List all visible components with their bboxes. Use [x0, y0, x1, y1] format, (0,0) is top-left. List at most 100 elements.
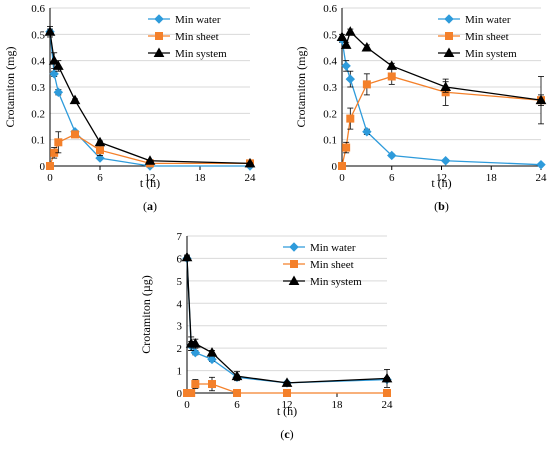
data-point — [189, 338, 201, 348]
x-tick-label: 18 — [332, 399, 344, 411]
legend: Min water Min sheet Min system — [283, 242, 362, 288]
x-tick-label: 12 — [436, 172, 447, 184]
panel-label: (c) — [280, 427, 293, 441]
data-point — [344, 26, 356, 36]
y-tick-label: 0.2 — [31, 108, 45, 120]
legend-label: Min water — [465, 14, 511, 26]
data-point — [231, 370, 243, 381]
data-point — [362, 80, 371, 89]
data-point — [340, 39, 352, 49]
legend-marker — [288, 275, 300, 285]
y-tick-label: 0.6 — [323, 3, 337, 15]
series-min-sheet — [338, 68, 545, 170]
legend-marker — [154, 14, 164, 24]
legend: Min water Min sheet Min system — [148, 14, 227, 60]
data-point — [206, 347, 218, 357]
data-point — [95, 153, 105, 163]
y-tick-label: 0.1 — [31, 135, 45, 147]
data-point — [341, 61, 351, 71]
data-point — [387, 72, 396, 81]
x-tick-label: 0 — [47, 172, 53, 184]
series-min-system — [44, 26, 256, 168]
x-tick-label: 12 — [282, 399, 293, 411]
x-tick-label: 24 — [245, 172, 257, 184]
x-tick-label: 24 — [536, 172, 548, 184]
data-point — [54, 138, 63, 147]
x-tick-label: 6 — [97, 172, 103, 184]
y-axis-label: Crotamiton (µg) — [139, 275, 153, 354]
data-point — [283, 389, 291, 397]
panel-label: (a) — [143, 199, 157, 213]
legend-label: Min sheet — [175, 31, 219, 43]
data-point — [207, 354, 217, 365]
y-tick-label: 0.3 — [31, 82, 45, 94]
series-min-system — [181, 251, 393, 388]
data-point — [381, 372, 393, 383]
data-point — [342, 143, 351, 152]
data-point — [208, 380, 216, 389]
x-axis-label: t (h) — [277, 404, 297, 418]
x-tick-label: 6 — [389, 172, 395, 184]
x-tick-label: 0 — [184, 399, 190, 411]
legend-label: Min system — [465, 48, 517, 60]
data-point — [52, 60, 64, 70]
data-point — [338, 162, 346, 170]
legend-label: Min water — [175, 14, 221, 26]
series-min-system — [336, 26, 547, 106]
data-point — [386, 60, 398, 70]
data-point — [346, 114, 355, 123]
data-point — [244, 157, 256, 168]
y-axis-label: Crotamiton (mg) — [294, 47, 308, 128]
data-point — [281, 377, 293, 387]
y-tick-label: 0.4 — [323, 56, 337, 68]
data-point — [191, 380, 200, 389]
y-tick-label: 0 — [177, 388, 183, 400]
y-tick-label: 4 — [177, 298, 183, 310]
data-point — [190, 347, 201, 358]
data-point — [440, 81, 452, 91]
legend-marker — [153, 47, 165, 57]
data-point — [44, 26, 56, 36]
data-point — [71, 130, 79, 139]
data-point — [181, 251, 193, 262]
legend-marker — [444, 14, 454, 24]
y-tick-label: 0.6 — [31, 3, 45, 15]
y-tick-label: 0.1 — [323, 135, 337, 147]
panel-label: (b) — [434, 199, 449, 213]
y-tick-label: 0.3 — [323, 82, 337, 94]
y-tick-label: 0 — [332, 161, 338, 173]
legend-marker — [289, 242, 299, 252]
y-tick-label: 0.5 — [323, 29, 337, 41]
legend: Min water Min sheet Min system — [438, 14, 517, 60]
data-point — [69, 94, 81, 105]
data-point — [46, 162, 54, 170]
x-axis-label: t (h) — [431, 176, 451, 190]
data-point — [535, 94, 547, 105]
data-point — [345, 74, 355, 84]
legend-marker — [290, 260, 298, 268]
legend-label: Min system — [175, 48, 227, 60]
data-point — [362, 127, 372, 137]
legend-marker — [443, 47, 455, 57]
legend-label: Min water — [310, 242, 356, 254]
data-point — [94, 136, 106, 147]
series-min-water — [182, 253, 392, 388]
x-tick-label: 12 — [145, 172, 156, 184]
legend-marker — [445, 32, 453, 40]
y-tick-label: 1 — [177, 366, 183, 378]
x-tick-label: 18 — [195, 172, 207, 184]
data-point — [49, 69, 59, 79]
y-tick-label: 0 — [40, 161, 46, 173]
legend-label: Min system — [310, 276, 362, 288]
y-tick-label: 2 — [177, 343, 183, 355]
data-point — [233, 389, 241, 397]
legend-label: Min sheet — [310, 259, 354, 271]
legend-label: Min sheet — [465, 31, 509, 43]
data-point — [48, 55, 60, 65]
data-point — [53, 87, 64, 97]
y-axis-label: Crotamiton (mg) — [3, 47, 17, 128]
data-point — [361, 41, 373, 52]
y-tick-label: 7 — [177, 231, 183, 243]
y-tick-label: 0.5 — [31, 29, 45, 41]
